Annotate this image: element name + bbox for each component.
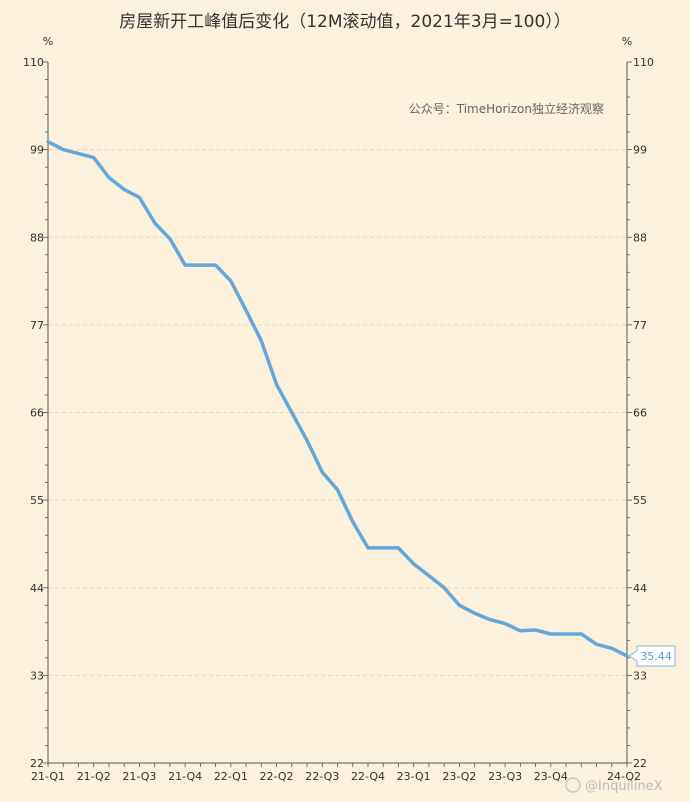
weibo-watermark-text: @InquilineX bbox=[585, 779, 663, 794]
x-tick-label: 21-Q3 bbox=[122, 770, 156, 783]
x-tick-label: 22-Q4 bbox=[351, 770, 385, 783]
y-tick-label-right: 110 bbox=[633, 56, 654, 69]
chart-title: 房屋新开工峰值后变化（12M滚动值，2021年3月=100）） bbox=[119, 12, 571, 32]
x-tick-label: 22-Q1 bbox=[214, 770, 248, 783]
x-tick-label: 23-Q1 bbox=[397, 770, 431, 783]
y-tick-label-right: 55 bbox=[633, 494, 647, 507]
series-layer bbox=[46, 139, 629, 658]
y-tick-label-left: 77 bbox=[30, 319, 44, 332]
x-tick-label: 23-Q4 bbox=[534, 770, 568, 783]
x-tick-label: 22-Q3 bbox=[305, 770, 339, 783]
x-tick-label: 24-Q2 bbox=[607, 770, 641, 783]
x-tick-label: 21-Q1 bbox=[31, 770, 65, 783]
watermark-text: 公众号：TimeHorizon独立经济观察 bbox=[409, 101, 604, 116]
x-tick-label: 21-Q2 bbox=[77, 770, 111, 783]
grid-lines bbox=[48, 149, 627, 676]
y-tick-label-left: 66 bbox=[30, 407, 44, 420]
y-tick-label-right: 88 bbox=[633, 231, 647, 244]
y-axis-right-unit: % bbox=[622, 35, 632, 48]
y-tick-label-left: 88 bbox=[30, 231, 44, 244]
end-value-label: 35.44 bbox=[640, 650, 672, 663]
series-line-0 bbox=[46, 139, 629, 658]
y-tick-label-left: 44 bbox=[30, 582, 44, 595]
y-tick-label-left: 22 bbox=[30, 757, 44, 770]
y-tick-label-right: 66 bbox=[633, 407, 647, 420]
y-tick-label-right: 44 bbox=[633, 582, 647, 595]
weibo-icon bbox=[565, 777, 581, 793]
y-tick-label-right: 33 bbox=[633, 669, 647, 682]
x-tick-label: 23-Q3 bbox=[488, 770, 522, 783]
y-tick-label-left: 55 bbox=[30, 494, 44, 507]
y-axis-left-unit: % bbox=[43, 35, 53, 48]
x-tick-label: 21-Q4 bbox=[168, 770, 202, 783]
y-tick-label-left: 110 bbox=[23, 56, 44, 69]
axes: 22 22 33 33 44 44 55 55 66 66 77 77 88 88 99 99 110 110 21… bbox=[23, 56, 654, 783]
y-tick-label-right: 77 bbox=[633, 319, 647, 332]
weibo-watermark: @InquilineX bbox=[565, 777, 663, 794]
end-value-callout: 35.44 bbox=[628, 645, 676, 667]
y-tick-label-left: 99 bbox=[30, 144, 44, 157]
y-tick-label-left: 33 bbox=[30, 669, 44, 682]
y-tick-label-right: 99 bbox=[633, 144, 647, 157]
x-tick-label: 23-Q2 bbox=[442, 770, 476, 783]
x-tick-label: 22-Q2 bbox=[260, 770, 294, 783]
y-tick-label-right: 22 bbox=[633, 757, 647, 770]
end-value-callout-box bbox=[628, 645, 676, 667]
